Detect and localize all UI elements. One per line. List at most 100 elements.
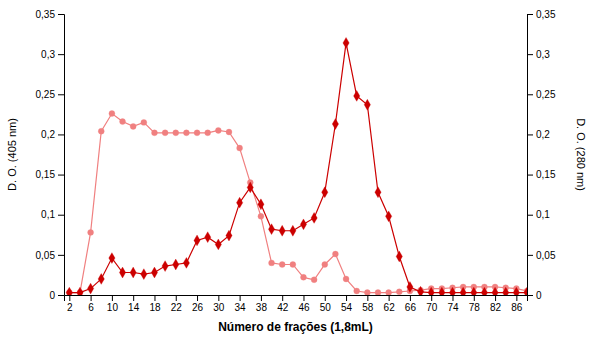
x-axis-tick-label: 34 — [235, 302, 247, 313]
x-axis-tick-label: 74 — [447, 302, 459, 313]
y2-axis-tick: 0,3 — [527, 49, 550, 60]
x-axis-tick: 50 — [320, 295, 332, 313]
y2-axis-title: D. O. (280 nm) — [575, 118, 587, 191]
point — [130, 123, 136, 129]
point — [343, 37, 349, 48]
y2-axis-tick-mark — [527, 134, 533, 135]
y2-axis-tick: 0,35 — [527, 9, 556, 20]
y2-axis-tick: 0 — [527, 290, 542, 301]
y-axis-tick-mark — [58, 14, 64, 15]
y-axis-title: D. O. (405 nm) — [6, 118, 18, 191]
x-axis-tick-label: 66 — [405, 302, 417, 313]
x-axis-tick: 30 — [213, 295, 225, 313]
y2-axis-tick: 0,1 — [527, 209, 550, 220]
x-axis-tick-mark — [133, 295, 134, 301]
x-axis-tick-mark — [261, 295, 262, 301]
x-axis-tick: 78 — [469, 295, 481, 313]
y-axis-tick: 0,15 — [36, 169, 64, 180]
point — [226, 230, 232, 241]
point — [162, 261, 168, 272]
point — [98, 128, 104, 134]
x-axis-tick: 66 — [405, 295, 417, 313]
point — [417, 286, 423, 295]
x-axis-tick-label: 10 — [107, 302, 119, 313]
x-axis-tick: 46 — [298, 295, 310, 313]
x-axis-tick: 74 — [447, 295, 459, 313]
point — [237, 145, 243, 151]
x-axis-tick-mark — [474, 295, 475, 301]
x-axis-tick-label: 30 — [213, 302, 225, 313]
x-axis-tick: 82 — [490, 295, 502, 313]
point — [386, 290, 392, 295]
series — [66, 37, 527, 295]
point — [141, 269, 147, 280]
x-axis-tick-mark — [197, 295, 198, 301]
point — [215, 239, 221, 250]
y2-axis-tick-label: 0,3 — [536, 49, 550, 60]
y2-axis-tick: 0,05 — [527, 250, 556, 261]
x-axis-tick-mark — [367, 295, 368, 301]
x-axis-tick: 38 — [256, 295, 268, 313]
x-axis-tick-mark — [452, 295, 453, 301]
point — [322, 262, 328, 268]
x-axis: 2610141822263034384246505458626670747882… — [65, 295, 528, 313]
point — [205, 232, 211, 243]
point — [215, 127, 221, 133]
y-axis-line — [58, 15, 65, 296]
point — [385, 211, 391, 222]
point — [279, 262, 285, 268]
point — [513, 287, 519, 295]
y2-axis-tick-label: 0,2 — [536, 129, 550, 140]
x-axis-tick-mark — [431, 295, 432, 301]
point — [236, 197, 242, 208]
point — [205, 130, 211, 136]
x-axis-tick: 54 — [341, 295, 353, 313]
y-axis-tick-label: 0,3 — [41, 49, 55, 60]
x-axis-tick: 14 — [128, 295, 140, 313]
x-axis-tick-label: 82 — [490, 302, 502, 313]
point — [290, 262, 296, 268]
point — [77, 287, 83, 295]
x-axis-tick: 6 — [88, 295, 94, 313]
marks — [66, 37, 527, 295]
y-axis-tick-mark — [58, 175, 64, 176]
x-axis-tick: 10 — [107, 295, 119, 313]
point — [194, 130, 200, 136]
point — [269, 260, 275, 266]
y-axis-tick-label: 0 — [49, 290, 55, 301]
y2-axis-tick-mark — [527, 215, 533, 216]
point — [109, 253, 115, 264]
x-axis-tick-mark — [303, 295, 304, 301]
x-axis-tick: 18 — [149, 295, 161, 313]
y-axis-tick: 0,1 — [41, 209, 64, 220]
y-axis-tick: 0,35 — [36, 9, 64, 20]
chart: 2610141822263034384246505458626670747882… — [0, 0, 591, 341]
y2-axis-tick-mark — [527, 175, 533, 176]
point — [66, 287, 72, 295]
point — [87, 283, 93, 294]
x-axis-tick-label: 26 — [192, 302, 204, 313]
point — [332, 119, 338, 130]
x-axis-tick: 86 — [511, 295, 523, 313]
y2-axis-tick-mark — [527, 94, 533, 95]
y2-axis-tick-mark — [527, 255, 533, 256]
y-axis-tick-label: 0,25 — [36, 89, 56, 100]
y2-axis-tick: 0,25 — [527, 89, 556, 100]
x-axis-tick-mark — [218, 295, 219, 301]
point — [364, 99, 370, 110]
x-axis-tick-label: 58 — [362, 302, 374, 313]
point — [258, 199, 264, 210]
point — [130, 267, 136, 278]
point — [471, 287, 477, 295]
x-axis-tick-label: 42 — [277, 302, 289, 313]
x-axis-tick-mark — [410, 295, 411, 301]
y-axis-tick-mark — [58, 94, 64, 95]
point — [109, 111, 115, 117]
y2-axis-tick-mark — [527, 295, 533, 296]
y-axis-tick-mark — [58, 295, 64, 296]
point — [524, 287, 527, 295]
point — [247, 182, 253, 193]
y2-axis-tick: 0,2 — [527, 129, 550, 140]
x-axis-tick-mark — [495, 295, 496, 301]
point — [343, 276, 349, 282]
